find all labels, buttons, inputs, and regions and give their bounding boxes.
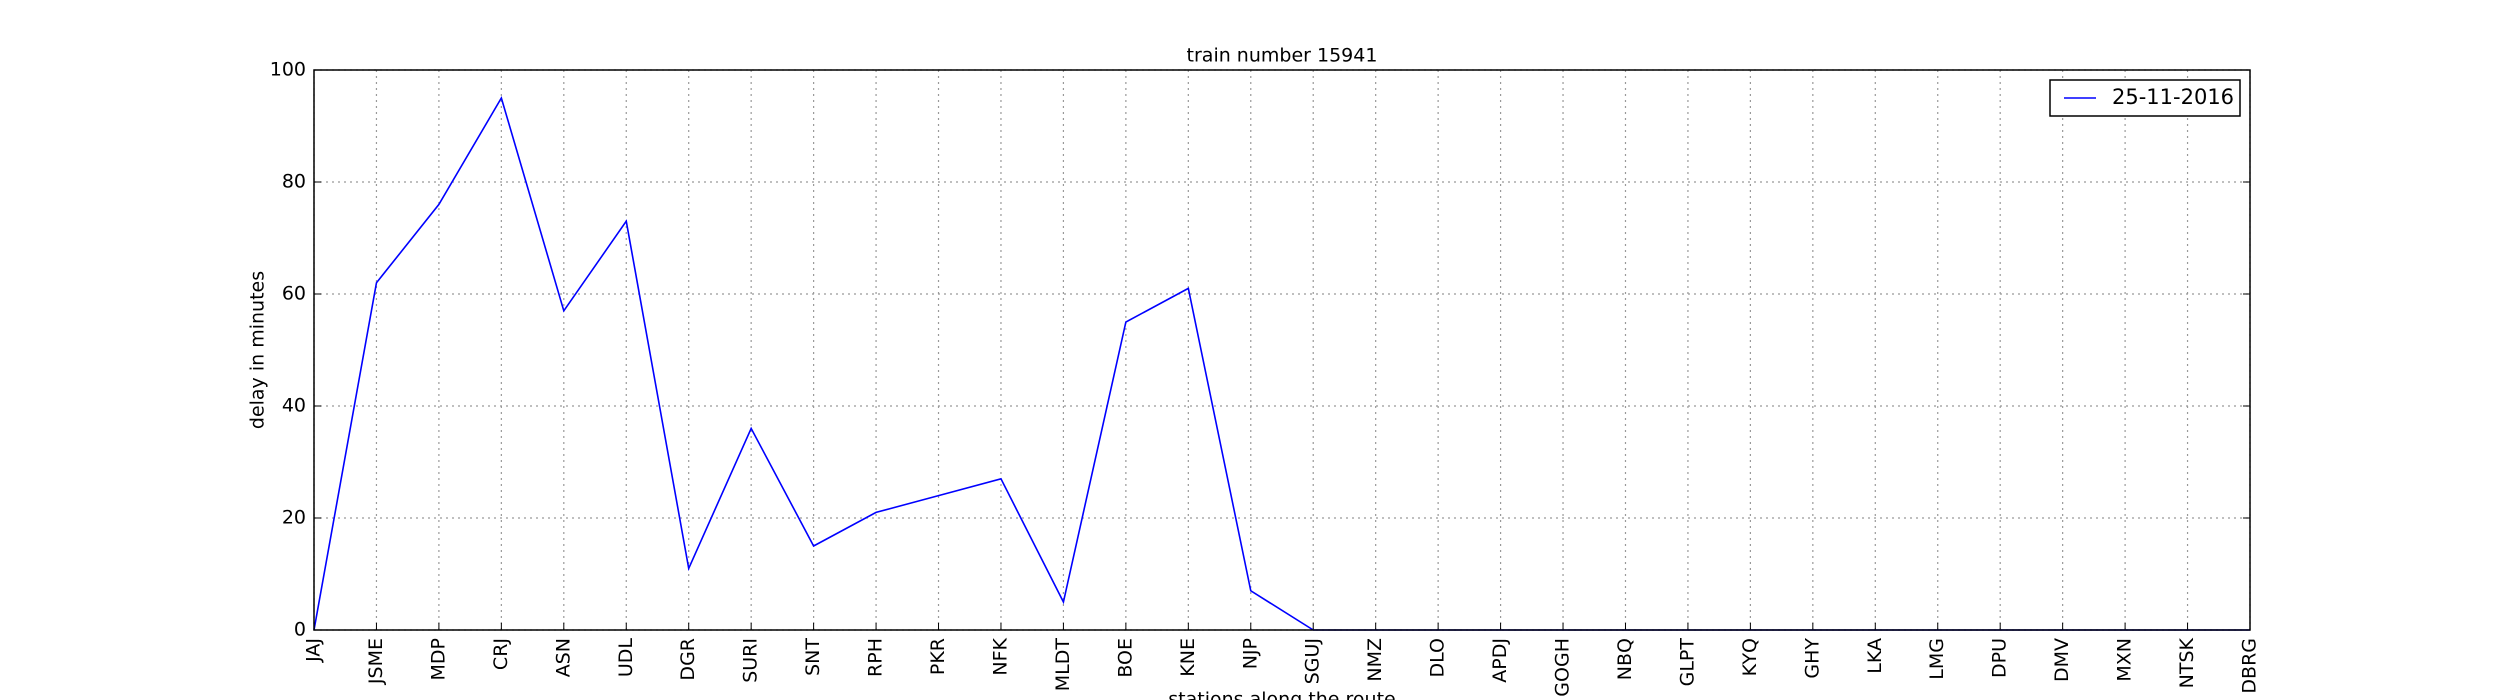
y-tick-label: 40 — [282, 395, 306, 417]
x-tick-label: PKR — [927, 638, 949, 675]
plot-frame — [313, 69, 2251, 631]
x-tick-label: SURI — [740, 638, 762, 683]
x-tick-label: CRJ — [490, 638, 512, 670]
x-tick-label: DLO — [1427, 638, 1449, 678]
x-tick-label: NJP — [1239, 638, 1261, 669]
x-tick-label: GHY — [1801, 638, 1823, 679]
x-tick-label: DMV — [2051, 638, 2073, 682]
x-tick-label: MXN — [2114, 638, 2136, 682]
y-tick-label: 20 — [282, 507, 306, 529]
y-tick-label: 80 — [282, 171, 306, 193]
x-tick-label: JAJ — [303, 638, 325, 663]
x-tick-label: RPH — [865, 638, 887, 677]
x-tick-label: DGR — [677, 638, 699, 681]
x-tick-label: LMG — [1926, 638, 1948, 680]
x-tick-label: KNE — [1177, 638, 1199, 677]
x-axis-label: stations along the route — [1168, 689, 1395, 700]
x-tick-label: NBQ — [1614, 638, 1636, 680]
x-tick-label: GOGH — [1552, 638, 1574, 697]
x-tick-label: DBRG — [2239, 638, 2261, 694]
x-tick-label: KYQ — [1739, 638, 1761, 676]
x-tick-label: JSME — [365, 638, 387, 685]
x-tick-label: BOE — [1114, 638, 1136, 678]
x-tick-label: NMZ — [1364, 638, 1386, 682]
y-tick-label: 0 — [294, 619, 306, 641]
x-tick-label: SGUJ — [1302, 638, 1324, 684]
x-tick-label: SNT — [802, 638, 824, 676]
x-tick-label: DPU — [1989, 638, 2011, 678]
x-tick-label: MLDT — [1052, 638, 1074, 692]
x-tick-label: APDJ — [1489, 638, 1511, 683]
legend-label: 25-11-2016 — [2112, 85, 2234, 109]
y-tick-label: 60 — [282, 283, 306, 305]
x-tick-label: ASN — [552, 638, 574, 677]
x-tick-label: UDL — [615, 638, 637, 678]
chart-title: train number 15941 — [1187, 45, 1378, 67]
x-tick-label: NTSK — [2176, 637, 2198, 688]
y-axis-label: delay in minutes — [247, 271, 269, 429]
x-tick-label: MDP — [427, 638, 449, 680]
y-tick-label: 100 — [270, 59, 306, 81]
x-tick-label: NFK — [989, 637, 1011, 675]
x-tick-label: LKA — [1864, 638, 1886, 674]
x-tick-label: GLPT — [1676, 638, 1698, 687]
